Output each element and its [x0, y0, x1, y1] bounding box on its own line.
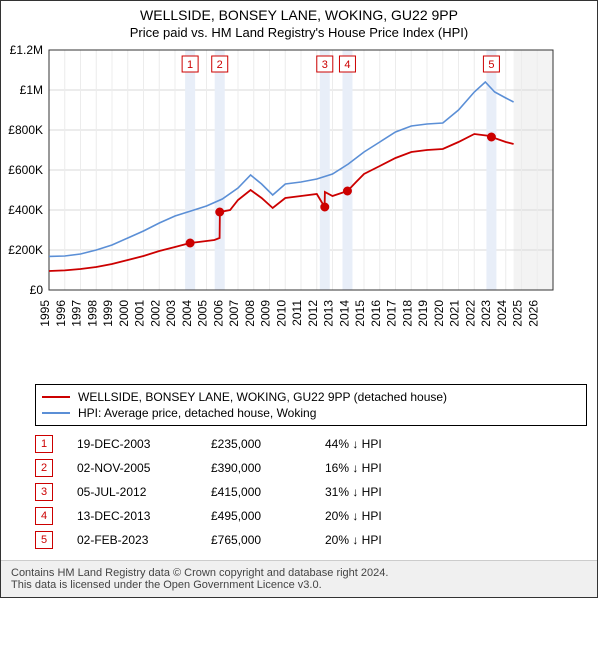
svg-text:2016: 2016 — [369, 300, 383, 327]
svg-text:2003: 2003 — [164, 300, 178, 327]
svg-text:2014: 2014 — [337, 300, 351, 327]
svg-text:£600K: £600K — [8, 163, 43, 177]
transaction-marker: 4 — [35, 507, 53, 525]
svg-text:2004: 2004 — [180, 300, 194, 327]
svg-text:£1.2M: £1.2M — [10, 43, 43, 57]
legend-swatch — [42, 412, 70, 414]
legend-label: WELLSIDE, BONSEY LANE, WOKING, GU22 9PP … — [78, 390, 447, 404]
transaction-price: £415,000 — [211, 485, 301, 499]
svg-text:2020: 2020 — [432, 300, 446, 327]
transaction-date: 19-DEC-2003 — [77, 437, 187, 451]
transaction-marker: 3 — [35, 483, 53, 501]
svg-text:1997: 1997 — [70, 300, 84, 327]
transaction-price: £390,000 — [211, 461, 301, 475]
svg-text:2017: 2017 — [385, 300, 399, 327]
svg-text:2010: 2010 — [274, 300, 288, 327]
footnote-line-2: This data is licensed under the Open Gov… — [11, 579, 587, 591]
footnote-line-1: Contains HM Land Registry data © Crown c… — [11, 567, 587, 579]
line-chart-svg: £0£200K£400K£600K£800K£1M£1.2M1995199619… — [1, 42, 581, 378]
transaction-price: £495,000 — [211, 509, 301, 523]
svg-text:2023: 2023 — [479, 300, 493, 327]
title-block: WELLSIDE, BONSEY LANE, WOKING, GU22 9PP … — [1, 1, 597, 42]
transaction-marker: 5 — [35, 531, 53, 549]
legend: WELLSIDE, BONSEY LANE, WOKING, GU22 9PP … — [35, 384, 587, 426]
svg-text:1996: 1996 — [54, 300, 68, 327]
svg-text:1998: 1998 — [85, 300, 99, 327]
svg-text:2021: 2021 — [448, 300, 462, 327]
svg-text:2008: 2008 — [243, 300, 257, 327]
svg-text:2002: 2002 — [148, 300, 162, 327]
svg-text:1999: 1999 — [101, 300, 115, 327]
svg-text:2024: 2024 — [495, 300, 509, 327]
svg-text:4: 4 — [344, 59, 350, 71]
svg-text:£1M: £1M — [20, 83, 43, 97]
svg-text:3: 3 — [322, 59, 328, 71]
svg-text:2005: 2005 — [196, 300, 210, 327]
svg-text:1: 1 — [187, 59, 193, 71]
svg-text:2007: 2007 — [227, 300, 241, 327]
svg-text:2018: 2018 — [400, 300, 414, 327]
svg-text:£800K: £800K — [8, 123, 43, 137]
transaction-marker: 2 — [35, 459, 53, 477]
svg-text:2006: 2006 — [211, 300, 225, 327]
legend-label: HPI: Average price, detached house, Woki… — [78, 406, 316, 420]
transaction-row: 2 02-NOV-2005 £390,000 16% ↓ HPI — [35, 456, 587, 480]
svg-text:2026: 2026 — [526, 300, 540, 327]
transaction-row: 3 05-JUL-2012 £415,000 31% ↓ HPI — [35, 480, 587, 504]
svg-text:2011: 2011 — [290, 300, 304, 326]
transaction-diff: 44% ↓ HPI — [325, 437, 415, 451]
svg-text:£400K: £400K — [8, 203, 43, 217]
transaction-diff: 20% ↓ HPI — [325, 533, 415, 547]
chart-area: £0£200K£400K£600K£800K£1M£1.2M1995199619… — [1, 42, 597, 378]
transaction-row: 1 19-DEC-2003 £235,000 44% ↓ HPI — [35, 432, 587, 456]
footnote: Contains HM Land Registry data © Crown c… — [1, 560, 597, 597]
svg-text:2019: 2019 — [416, 300, 430, 327]
transaction-diff: 16% ↓ HPI — [325, 461, 415, 475]
transaction-marker: 1 — [35, 435, 53, 453]
svg-text:1995: 1995 — [38, 300, 52, 327]
transaction-date: 02-FEB-2023 — [77, 533, 187, 547]
svg-text:2001: 2001 — [133, 300, 147, 327]
transaction-row: 4 13-DEC-2013 £495,000 20% ↓ HPI — [35, 504, 587, 528]
transaction-diff: 20% ↓ HPI — [325, 509, 415, 523]
chart-subtitle: Price paid vs. HM Land Registry's House … — [5, 25, 593, 40]
svg-text:2: 2 — [217, 59, 223, 71]
legend-row: WELLSIDE, BONSEY LANE, WOKING, GU22 9PP … — [42, 389, 580, 405]
svg-text:2012: 2012 — [306, 300, 320, 327]
legend-swatch — [42, 396, 70, 398]
svg-text:5: 5 — [488, 59, 494, 71]
svg-text:2025: 2025 — [511, 300, 525, 327]
transaction-date: 02-NOV-2005 — [77, 461, 187, 475]
transaction-date: 13-DEC-2013 — [77, 509, 187, 523]
legend-row: HPI: Average price, detached house, Woki… — [42, 405, 580, 421]
svg-text:2009: 2009 — [259, 300, 273, 327]
svg-text:£200K: £200K — [8, 243, 43, 257]
transaction-price: £235,000 — [211, 437, 301, 451]
chart-frame: WELLSIDE, BONSEY LANE, WOKING, GU22 9PP … — [0, 0, 598, 598]
svg-text:2000: 2000 — [117, 300, 131, 327]
transaction-price: £765,000 — [211, 533, 301, 547]
transactions-table: 1 19-DEC-2003 £235,000 44% ↓ HPI 2 02-NOV-200… — [35, 432, 587, 552]
transaction-date: 05-JUL-2012 — [77, 485, 187, 499]
transaction-diff: 31% ↓ HPI — [325, 485, 415, 499]
svg-text:£0: £0 — [30, 283, 44, 297]
chart-title: WELLSIDE, BONSEY LANE, WOKING, GU22 9PP — [5, 7, 593, 23]
svg-text:2022: 2022 — [463, 300, 477, 327]
transaction-row: 5 02-FEB-2023 £765,000 20% ↓ HPI — [35, 528, 587, 552]
svg-text:2015: 2015 — [353, 300, 367, 327]
svg-text:2013: 2013 — [322, 300, 336, 327]
